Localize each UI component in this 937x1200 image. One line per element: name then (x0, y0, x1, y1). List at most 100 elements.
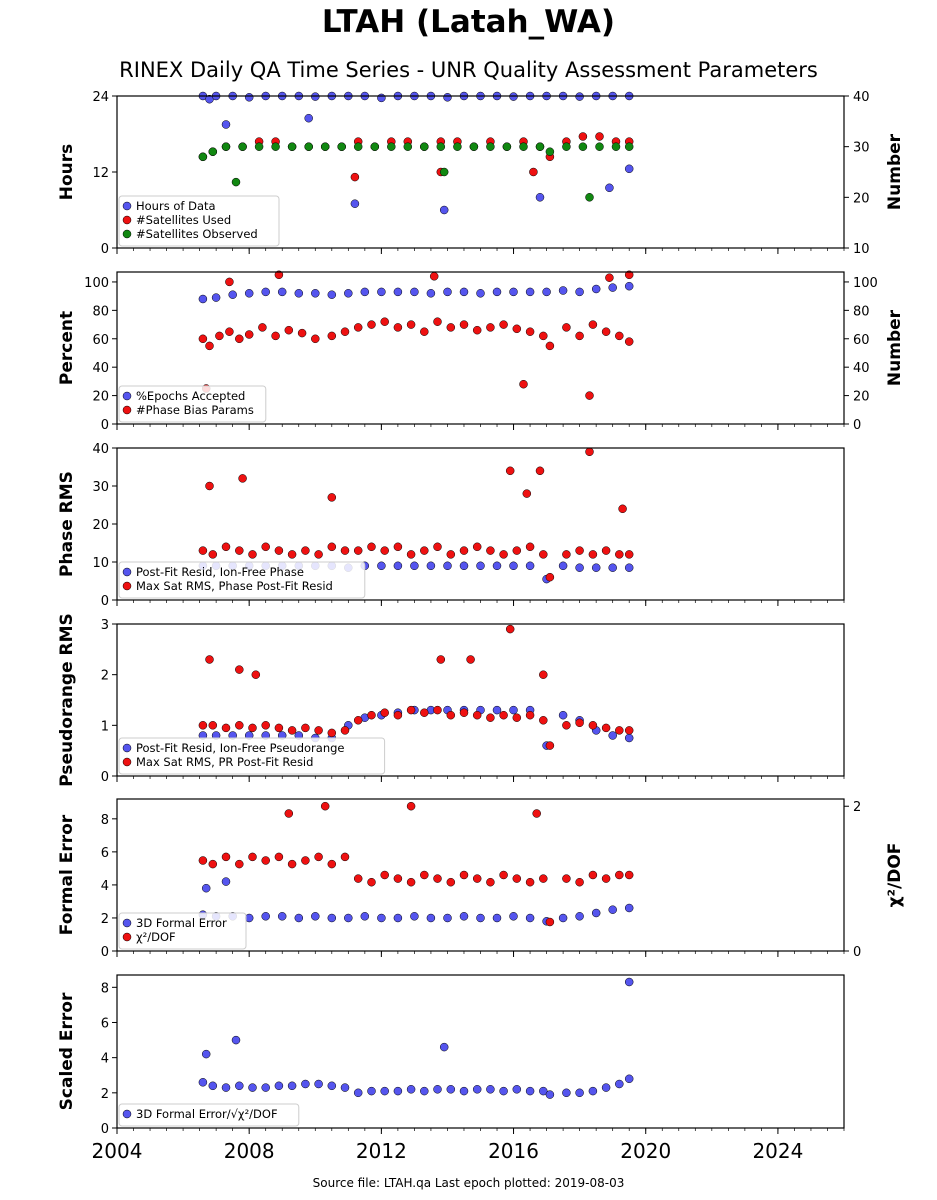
y-tick-label: 20 (92, 390, 109, 405)
data-point (380, 546, 389, 555)
data-point (340, 726, 350, 735)
data-point (505, 624, 515, 634)
data-point (248, 1083, 257, 1092)
data-point (221, 1083, 231, 1092)
data-point (476, 561, 485, 571)
data-point (499, 320, 508, 329)
x-tick-label: 2020 (620, 1139, 671, 1163)
data-point (624, 142, 634, 151)
data-point (575, 1088, 584, 1098)
data-point (608, 731, 617, 740)
data-point (562, 323, 571, 332)
data-point (512, 874, 522, 883)
data-point (221, 723, 231, 733)
data-point (595, 142, 604, 151)
x-tick-label: 2024 (752, 1139, 803, 1163)
data-point (522, 489, 532, 498)
data-point (539, 1086, 548, 1096)
legend-box (118, 561, 366, 599)
data-point (509, 561, 518, 571)
legend-marker (122, 201, 132, 211)
y2-tick-label: 10 (853, 242, 870, 257)
data-point (486, 323, 495, 332)
data-point (327, 913, 337, 923)
data-point (208, 721, 218, 730)
data-point (198, 546, 208, 555)
data-point (472, 325, 482, 335)
data-point (244, 330, 254, 339)
data-point (624, 164, 634, 174)
y-tick-label: 4 (101, 1052, 109, 1067)
data-point (380, 708, 389, 717)
y-tick-label: 0 (101, 242, 109, 257)
data-point (393, 542, 403, 552)
data-point (277, 912, 287, 921)
data-point (525, 561, 535, 571)
data-point (575, 546, 584, 555)
data-point (459, 912, 469, 921)
data-point (443, 913, 452, 923)
legend-label: 3D Formal Error/√χ²/DOF (136, 1107, 278, 1121)
data-point (327, 542, 337, 552)
data-point (539, 874, 548, 883)
chart-subtitle: RINEX Daily QA Time Series - UNR Quality… (119, 58, 818, 82)
data-point (274, 546, 284, 555)
data-point (601, 1083, 611, 1092)
data-point (499, 550, 508, 559)
data-point (311, 289, 320, 298)
data-point (406, 877, 416, 887)
data-point (261, 542, 270, 552)
data-point (512, 546, 522, 555)
data-point (624, 733, 634, 743)
data-point (198, 334, 208, 344)
data-point (575, 912, 584, 921)
y2-tick-label: 0 (853, 945, 861, 960)
y2-axis-label: Number (885, 133, 905, 210)
data-point (274, 1081, 284, 1091)
data-point (420, 142, 429, 151)
data-point (459, 546, 469, 555)
data-point (525, 1086, 535, 1096)
y-tick-label: 1 (101, 719, 109, 734)
data-point (443, 561, 452, 571)
data-point (406, 1085, 416, 1094)
data-point (601, 327, 611, 336)
y2-tick-label: 2 (853, 800, 861, 815)
data-point (406, 705, 416, 715)
data-point (251, 670, 261, 679)
y-tick-label: 2 (101, 1087, 109, 1102)
data-point (545, 147, 555, 156)
data-point (215, 331, 224, 341)
legend-box (118, 912, 247, 950)
legend-label: 3D Formal Error (136, 916, 227, 930)
data-point (509, 912, 518, 921)
legend-label: #Phase Bias Params (136, 403, 254, 417)
y-axis-label: Percent (57, 311, 77, 385)
data-point (615, 550, 624, 559)
data-point (221, 120, 231, 129)
y2-axis-label: Number (885, 309, 905, 386)
y2-axis-label: χ²/DOF (885, 843, 905, 908)
legend-marker (122, 405, 132, 415)
data-point (472, 874, 482, 883)
y-axis-label: Scaled Error (57, 992, 77, 1110)
data-point (367, 542, 376, 552)
y-tick-label: 30 (92, 480, 109, 495)
data-point (585, 447, 594, 457)
data-point (261, 1083, 270, 1092)
data-point (512, 324, 522, 334)
data-point (201, 1049, 211, 1059)
data-point (360, 287, 370, 297)
data-point (301, 856, 310, 865)
data-point (492, 705, 502, 715)
data-point (588, 721, 598, 730)
data-point (380, 870, 389, 880)
data-point (225, 327, 234, 336)
chart-title: LTAH (Latah_WA) (321, 4, 616, 40)
data-point (235, 334, 244, 344)
data-point (591, 908, 601, 918)
data-point (624, 977, 634, 987)
data-point (231, 177, 241, 187)
data-point (608, 905, 617, 914)
data-point (353, 142, 363, 151)
